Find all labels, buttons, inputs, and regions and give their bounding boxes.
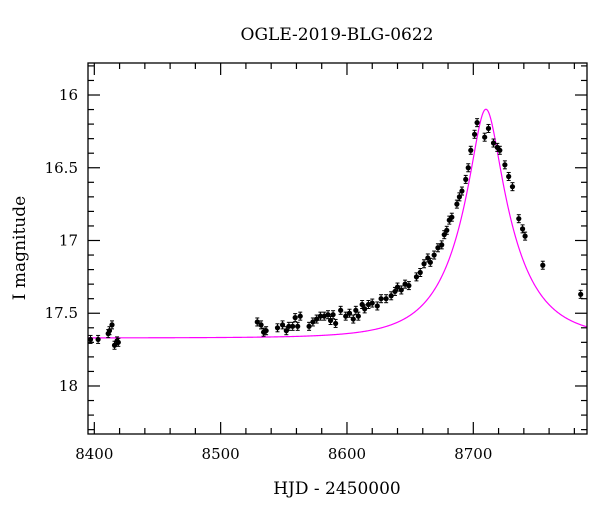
y-tick-label: 17.5 — [45, 304, 78, 322]
chart-title: OGLE-2019-BLG-0622 — [241, 25, 434, 45]
data-point — [578, 289, 584, 299]
data-point — [388, 291, 394, 301]
data-point — [435, 243, 441, 253]
data-point — [325, 310, 331, 320]
data-point — [394, 282, 401, 292]
model-curve — [88, 108, 587, 339]
data-point — [449, 212, 455, 222]
axis-ticks — [88, 63, 587, 434]
data-point — [95, 334, 101, 344]
data-point — [502, 160, 508, 170]
data-point — [355, 311, 361, 321]
data-point — [482, 132, 488, 142]
data-point — [463, 174, 469, 184]
data-point — [330, 310, 336, 320]
data-point — [439, 240, 445, 250]
data-point — [468, 145, 474, 155]
data-point — [274, 323, 281, 333]
data-point — [258, 320, 264, 330]
data-point — [490, 138, 497, 148]
data-point — [519, 224, 526, 234]
data-point — [465, 163, 471, 173]
plot-frame — [87, 62, 588, 435]
data-point — [522, 231, 528, 241]
data-point — [421, 259, 427, 269]
data-point — [374, 301, 380, 311]
data-point — [540, 260, 546, 270]
data-point — [290, 321, 296, 331]
data-point — [454, 199, 460, 209]
data-point — [474, 118, 480, 128]
data-point — [359, 300, 365, 310]
data-point — [279, 320, 286, 330]
data-point — [292, 313, 298, 323]
data-point — [327, 316, 334, 326]
data-point — [417, 268, 423, 278]
data-point — [485, 123, 492, 133]
data-point — [343, 311, 349, 321]
data-point — [406, 281, 412, 291]
data-point — [346, 308, 353, 318]
data-point — [314, 314, 320, 324]
data-point — [263, 326, 269, 336]
data-point — [431, 250, 437, 260]
data-point — [398, 285, 404, 295]
data-point — [506, 171, 512, 181]
data-point — [109, 320, 115, 330]
data-point — [369, 298, 375, 308]
y-tick-label: 16 — [59, 86, 78, 104]
data-point — [509, 182, 516, 192]
data-point — [516, 214, 522, 224]
data-point — [459, 186, 465, 196]
data-point — [353, 305, 359, 315]
x-tick-label: 8400 — [75, 445, 113, 463]
data-point — [87, 334, 94, 344]
tick-labels: 8400 8500 8600 8700 16 16.5 17 17.5 18 — [45, 86, 493, 463]
data-point — [115, 337, 121, 347]
plot-area — [87, 108, 587, 350]
data-point — [333, 318, 339, 328]
data-point — [471, 129, 478, 139]
data-point — [297, 311, 303, 321]
data-point — [497, 145, 503, 155]
data-point — [378, 294, 384, 304]
y-tick-label: 16.5 — [45, 159, 78, 177]
x-axis-label: HJD - 2450000 — [273, 479, 401, 499]
data-point — [427, 257, 433, 267]
data-point — [338, 305, 344, 315]
data-point — [295, 321, 301, 331]
x-tick-label: 8600 — [328, 445, 366, 463]
data-point — [317, 311, 324, 321]
data-point — [286, 321, 292, 331]
data-point — [383, 294, 389, 304]
y-axis-label: I magnitude — [10, 196, 30, 300]
data-point — [350, 314, 356, 324]
y-tick-label: 18 — [59, 377, 78, 395]
data-point — [444, 225, 450, 235]
y-tick-label: 17 — [59, 231, 78, 249]
x-tick-label: 8500 — [202, 445, 240, 463]
data-point — [254, 317, 260, 327]
data-point — [310, 317, 316, 327]
x-tick-label: 8700 — [454, 445, 492, 463]
